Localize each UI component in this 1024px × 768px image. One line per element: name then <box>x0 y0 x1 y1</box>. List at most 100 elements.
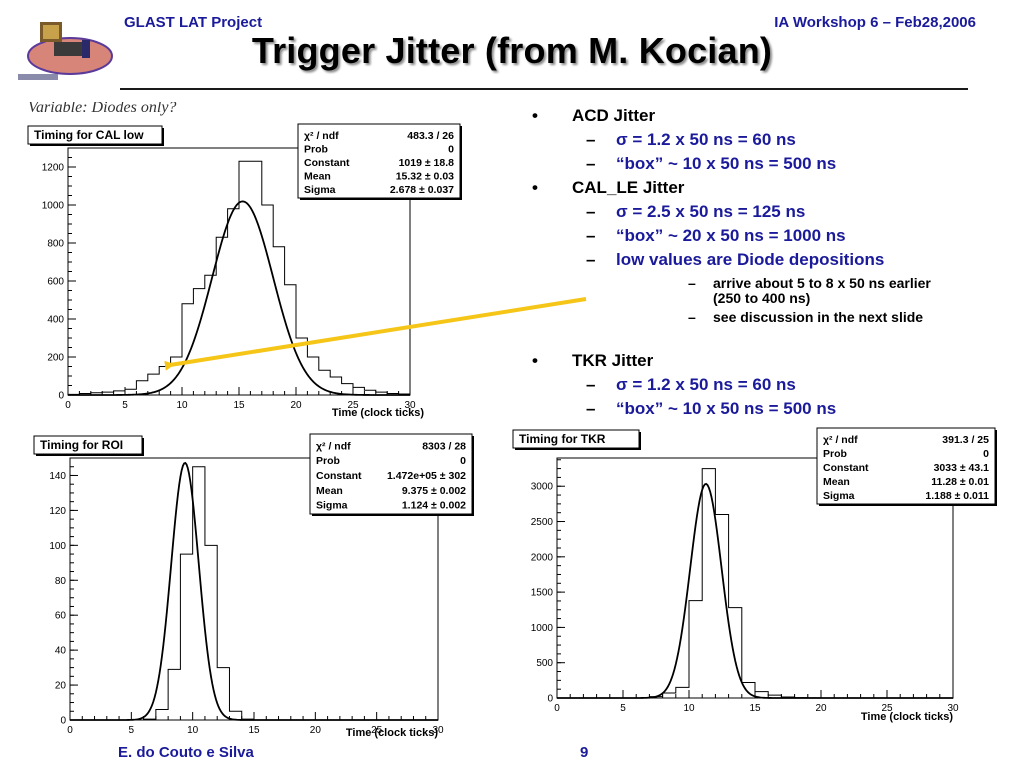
stats-value: 483.3 / 26 <box>407 130 454 142</box>
x-axis-label: Time (clock ticks) <box>346 727 438 739</box>
x-tick-label: 25 <box>881 703 893 714</box>
stats-value: 391.3 / 25 <box>942 434 989 446</box>
y-tick-label: 1000 <box>531 623 554 634</box>
y-tick-label: 100 <box>49 541 66 552</box>
page-number: 9 <box>580 744 589 761</box>
title-rule <box>120 88 968 90</box>
bullet-tkr-sigma: – σ = 1.2 x 50 ns = 60 ns <box>530 375 1000 399</box>
x-tick-label: 30 <box>432 725 444 736</box>
stats-label: Sigma <box>304 184 336 196</box>
stats-label: χ² / ndf <box>823 434 858 446</box>
bullet-marker: – <box>688 275 696 291</box>
cropped-caption: Variable: Diodes only? <box>28 99 176 116</box>
y-tick-label: 1200 <box>42 163 65 174</box>
x-tick-label: 30 <box>404 400 416 411</box>
chart-title: Timing for TKR <box>519 432 606 446</box>
stats-label: Constant <box>316 470 362 482</box>
stats-value: 1.124 ± 0.002 <box>402 500 466 512</box>
glast-logo <box>18 22 113 80</box>
chart-title: Timing for CAL low <box>34 128 144 142</box>
stats-value: 1.472e+05 ± 302 <box>387 470 466 482</box>
stats-value: 15.32 ± 0.03 <box>396 171 454 183</box>
bullet-tkr-box: – “box” ~ 10 x 50 ns = 500 ns <box>530 399 1000 423</box>
x-tick-label: 25 <box>371 725 383 736</box>
x-tick-label: 20 <box>815 703 827 714</box>
bullet-cal-box: – “box” ~ 20 x 50 ns = 1000 ns <box>530 226 1000 250</box>
bullet-tkr: • TKR Jitter <box>530 351 1000 375</box>
bullet-text: “box” ~ 10 x 50 ns = 500 ns <box>616 154 837 173</box>
bullet-marker: – <box>586 130 596 149</box>
x-tick-label: 20 <box>290 400 302 411</box>
stats-label: Prob <box>823 448 847 460</box>
stats-label: Sigma <box>823 490 855 502</box>
bullet-text: TKR Jitter <box>572 351 654 370</box>
stats-value: 2.678 ± 0.037 <box>390 184 454 196</box>
x-tick-label: 5 <box>129 725 135 736</box>
cropped-caption-text: Variable: Diodes only? <box>28 99 176 116</box>
bullet-text: see discussion in the next slide <box>713 309 924 325</box>
x-tick-label: 5 <box>620 703 626 714</box>
y-tick-label: 3000 <box>531 482 554 493</box>
stats-box <box>297 123 461 199</box>
y-tick-label: 500 <box>536 658 553 669</box>
bullet-marker: – <box>586 375 596 394</box>
x-tick-label: 25 <box>347 400 359 411</box>
bullet-marker: – <box>586 226 596 245</box>
stats-box <box>309 433 473 515</box>
x-tick-label: 15 <box>233 400 245 411</box>
bullet-marker: – <box>586 154 596 173</box>
y-tick-label: 400 <box>47 315 64 326</box>
x-tick-label: 10 <box>187 725 199 736</box>
y-tick-label: 200 <box>47 353 64 364</box>
y-tick-label: 1500 <box>531 588 554 599</box>
x-tick-label: 15 <box>749 703 761 714</box>
bullet-text: σ = 1.2 x 50 ns = 60 ns <box>616 130 796 149</box>
y-tick-label: 0 <box>60 716 66 727</box>
title-box <box>27 125 163 145</box>
x-axis-label: Time (clock ticks) <box>332 407 424 419</box>
y-tick-label: 20 <box>55 681 67 692</box>
x-tick-label: 15 <box>248 725 260 736</box>
y-tick-label: 80 <box>55 576 67 587</box>
y-tick-label: 40 <box>55 646 67 657</box>
stats-value: 11.28 ± 0.01 <box>931 476 989 488</box>
stats-label: Mean <box>304 171 331 183</box>
y-tick-label: 0 <box>58 391 64 402</box>
title-box <box>33 435 143 455</box>
y-tick-label: 800 <box>47 239 64 250</box>
bullet-cal-sigma: – σ = 2.5 x 50 ns = 125 ns <box>530 202 1000 226</box>
x-tick-label: 30 <box>947 703 959 714</box>
footer-author: E. do Couto e Silva <box>118 744 254 761</box>
y-tick-label: 120 <box>49 506 66 517</box>
workshop-label: IA Workshop 6 – Feb28,2006 <box>774 14 976 31</box>
bullet-cal-arrive: – arrive about 5 to 8 x 50 ns earlier (25… <box>530 276 1000 306</box>
stats-label: χ² / ndf <box>304 130 339 142</box>
stats-label: Prob <box>304 143 328 155</box>
bullet-marker: • <box>532 106 538 125</box>
y-tick-label: 2500 <box>531 517 554 528</box>
bullet-text: ACD Jitter <box>572 106 656 125</box>
y-tick-label: 2000 <box>531 552 554 563</box>
cal-low-histogram: 0 5 10 15 20 25 30 0 200 400 600 800 1000 1200 Timing … <box>27 123 462 419</box>
stats-label: Mean <box>316 485 343 497</box>
stats-label: Prob <box>316 455 340 467</box>
y-tick-label: 1000 <box>42 201 65 212</box>
stats-value: 3033 ± 43.1 <box>934 462 990 474</box>
gaussian-fit-curve <box>70 461 438 721</box>
stats-value: 8303 / 28 <box>422 440 466 452</box>
stats-value: 0 <box>460 455 466 467</box>
stats-value: 0 <box>448 143 454 155</box>
bullet-acd-sigma: – σ = 1.2 x 50 ns = 60 ns <box>530 130 1000 154</box>
tkr-histogram: 0 5 10 15 20 25 30 0 500 1000 1500 2000 2500 3000 Timi… <box>512 427 997 723</box>
bullet-marker: – <box>586 250 596 269</box>
stats-label: Constant <box>823 462 869 474</box>
chart-title: Timing for ROI <box>40 438 123 452</box>
project-label: GLAST LAT Project <box>124 14 263 31</box>
bullet-text: “box” ~ 20 x 50 ns = 1000 ns <box>616 226 846 245</box>
bullet-text: low values are Diode depositions <box>616 250 885 269</box>
bullet-text: σ = 1.2 x 50 ns = 60 ns <box>616 375 796 394</box>
gaussian-fit-curve <box>557 482 953 699</box>
title-box <box>512 429 640 449</box>
stats-value: 1019 ± 18.8 <box>399 157 455 169</box>
bullet-text: σ = 2.5 x 50 ns = 125 ns <box>616 202 806 221</box>
